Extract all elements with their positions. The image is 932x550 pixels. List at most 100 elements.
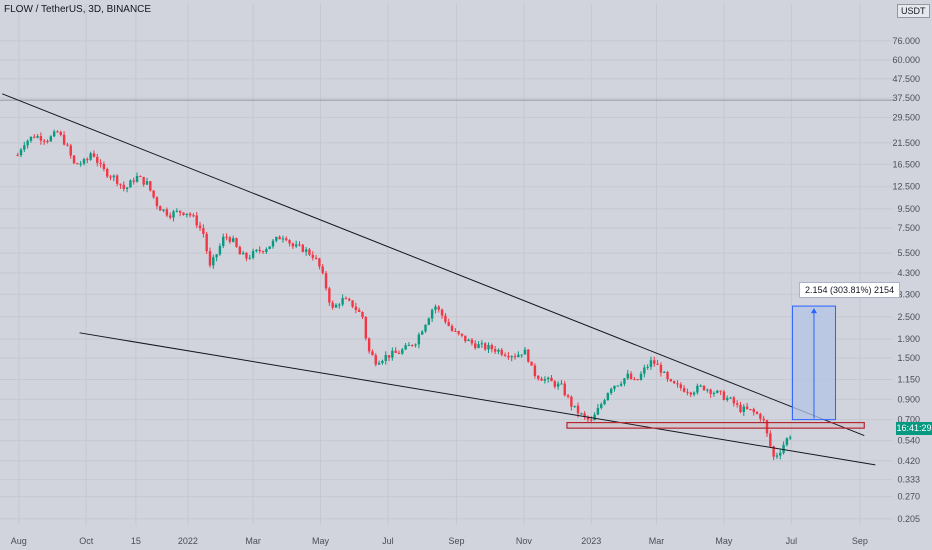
candle-body [122,184,125,189]
candle-body [537,376,540,379]
candle-body [275,236,278,241]
y-tick-label: 0.420 [897,456,920,466]
candle-body [530,361,533,366]
candle-body [381,360,384,364]
x-tick-label: 15 [131,536,141,546]
candle-body [285,238,288,241]
candle-body [149,181,152,191]
candle-body [172,211,175,218]
candle-body [175,210,179,212]
candle-body [702,385,706,391]
candle-body [656,363,659,365]
candle-body [225,236,228,238]
candle-body [600,404,603,408]
candle-body [692,392,696,395]
y-tick-label: 1.500 [897,353,920,363]
candle-body [735,403,739,405]
candle-body [474,343,477,349]
candle-body [231,238,235,242]
y-tick-label: 76.000 [892,36,920,46]
lower-trendline [79,332,876,466]
candle-body [583,413,586,417]
candle-body [643,367,646,374]
candle-body [26,140,29,146]
candle-body [155,197,159,207]
candle-body [709,389,712,395]
candle-body [533,365,537,377]
candle-body [19,149,23,156]
candle-body [560,383,563,385]
candle-body [387,355,391,358]
candle-body [265,248,268,252]
x-tick-label: Sep [448,536,464,546]
candle-body [364,317,368,339]
x-tick-label: 2023 [581,536,601,546]
candle-body [510,356,513,358]
candle-body [215,254,218,258]
candle-body [682,388,686,392]
candle-body [36,136,39,138]
candle-body [52,131,56,137]
currency-badge[interactable]: USDT [897,4,930,18]
candle-body [238,246,242,255]
candle-body [165,209,169,216]
y-tick-label: 0.333 [897,475,920,485]
candle-body [427,318,431,325]
y-tick-label: 2.500 [897,312,920,322]
candle-body [732,397,736,404]
candle-body [653,360,656,364]
candle-body [16,155,19,157]
candle-body [636,379,639,381]
x-tick-label: May [312,536,330,546]
candle-body [96,156,99,163]
candle-body [354,306,358,310]
candle-body [480,343,484,345]
candle-body [331,302,334,308]
candle-body [129,180,132,188]
candle-body [626,373,629,379]
candle-body [706,389,709,391]
candle-body [755,412,759,414]
candle-body [639,373,643,380]
y-tick-label: 0.900 [897,394,920,404]
candle-body [344,298,348,300]
candle-body [729,397,732,399]
candle-body [712,392,716,395]
candle-body [228,237,232,242]
candle-body [86,159,89,161]
candle-body [503,354,507,356]
candle-body [59,132,62,135]
candle-body [341,298,344,305]
y-tick-label: 3.300 [897,289,920,299]
candle-body [566,395,570,397]
candle-body [142,176,145,185]
candle-body [616,385,620,387]
candle-body [739,404,742,413]
candle-body [745,406,749,410]
candle-body [258,249,261,252]
candle-body [46,140,49,142]
candle-body [785,438,789,445]
candle-body [278,236,281,240]
candle-body [457,331,460,334]
candle-body [245,252,248,259]
candle-body [649,360,653,367]
candle-body [241,252,245,255]
candle-body [411,344,414,346]
candle-body [563,383,566,396]
candle-body [397,352,401,354]
candle-body [218,245,222,255]
y-tick-label: 0.205 [897,514,920,524]
candle-body [125,187,129,189]
candle-body [56,131,59,133]
candle-body [742,406,745,413]
candle-body [261,251,265,253]
candle-body [477,344,480,349]
candle-body [603,400,606,405]
candle-body [361,311,364,318]
candle-body [394,350,397,353]
candle-body [291,243,295,247]
candle-body [513,356,517,358]
x-tick-label: Sep [852,536,868,546]
